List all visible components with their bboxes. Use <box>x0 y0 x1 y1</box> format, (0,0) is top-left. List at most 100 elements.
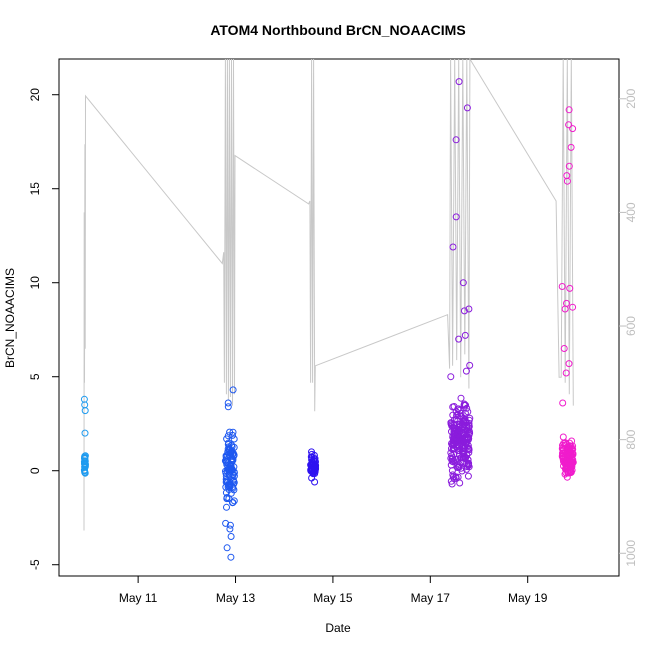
data-point <box>455 450 463 458</box>
data-point <box>224 403 232 411</box>
data-point <box>230 497 238 505</box>
data-point <box>462 367 470 375</box>
data-point <box>457 394 465 402</box>
data-point <box>568 456 576 464</box>
points-layer <box>80 78 577 561</box>
data-point <box>229 428 237 436</box>
data-point <box>448 467 456 475</box>
data-point <box>569 125 577 133</box>
data-point <box>563 450 571 458</box>
y-tick-label: 20 <box>28 88 42 102</box>
data-point <box>452 415 460 423</box>
data-point <box>464 445 472 453</box>
data-point <box>455 78 463 86</box>
data-point <box>81 452 89 460</box>
data-point <box>568 452 576 460</box>
data-point <box>565 106 573 114</box>
data-point <box>461 409 469 417</box>
data-point <box>227 553 235 561</box>
data-point <box>463 104 471 112</box>
axes-layer: -5 0 5 10 15 20 May 11 May 13 May 15 May 17 May 19… <box>28 88 638 605</box>
data-point <box>222 489 230 497</box>
data-point <box>449 403 457 411</box>
series-4 <box>447 78 474 488</box>
data-point <box>458 428 466 436</box>
series-3 <box>307 448 320 486</box>
plot-frame <box>58 58 620 577</box>
data-point <box>567 143 575 151</box>
data-point <box>465 444 473 452</box>
data-point <box>466 414 474 422</box>
data-point <box>225 470 233 478</box>
data-point <box>559 433 567 441</box>
data-point <box>457 409 465 417</box>
data-point <box>566 439 574 447</box>
data-point <box>567 459 575 467</box>
y-tick-label: -5 <box>28 559 42 570</box>
data-point <box>563 299 570 307</box>
data-point <box>450 457 458 465</box>
data-point <box>450 428 458 436</box>
data-point <box>81 429 89 437</box>
data-point <box>452 473 460 481</box>
data-point <box>569 303 577 311</box>
data-point <box>222 452 230 460</box>
data-point <box>230 435 238 443</box>
data-point <box>454 417 462 425</box>
data-point <box>80 395 88 403</box>
data-point <box>562 469 570 477</box>
data-point <box>459 279 467 287</box>
data-point <box>459 449 467 457</box>
x-tick-label: May 11 <box>119 591 158 605</box>
data-point <box>447 373 455 381</box>
y2-tick-label: 600 <box>624 316 638 336</box>
data-point <box>460 307 468 315</box>
data-point <box>227 533 235 540</box>
y-tick-label: 10 <box>28 276 42 290</box>
data-point <box>228 443 236 451</box>
x-tick-label: May 15 <box>313 591 353 605</box>
data-point <box>563 177 571 185</box>
data-point <box>464 472 472 480</box>
y2-tick-label: 1000 <box>624 540 638 567</box>
data-point <box>453 412 461 420</box>
data-point <box>466 361 474 369</box>
data-point <box>559 399 567 407</box>
data-point <box>223 503 230 511</box>
y-axis-label: BrCN_NOAACIMS <box>3 268 17 368</box>
data-point <box>461 454 468 462</box>
data-point <box>450 421 458 429</box>
x-tick-label: May 19 <box>508 591 548 605</box>
y2-tick-label: 200 <box>624 88 638 108</box>
data-point <box>222 519 230 527</box>
data-point <box>460 400 468 408</box>
data-point <box>449 243 457 251</box>
data-point <box>224 399 232 407</box>
data-point <box>311 478 319 486</box>
data-point <box>454 463 462 471</box>
y-tick-label: 5 <box>28 373 42 380</box>
y2-tick-label: 400 <box>624 202 638 222</box>
data-point <box>565 162 573 170</box>
data-point <box>563 172 571 180</box>
series-2 <box>221 386 238 561</box>
data-point <box>226 521 234 529</box>
series-5 <box>558 106 577 481</box>
data-point <box>565 121 573 129</box>
data-point <box>452 136 460 144</box>
data-point <box>224 432 232 440</box>
data-point <box>81 401 89 409</box>
y-tick-label: 0 <box>28 467 42 474</box>
data-point <box>455 335 463 343</box>
data-point <box>225 481 232 489</box>
altitude-track-layer <box>83 57 574 531</box>
y2-tick-label: 800 <box>624 429 638 449</box>
data-point <box>453 443 461 451</box>
data-point <box>461 331 469 339</box>
data-point <box>229 449 237 457</box>
series-1 <box>80 395 89 477</box>
x-tick-label: May 17 <box>411 591 451 605</box>
data-point <box>462 401 470 409</box>
data-point <box>464 456 472 464</box>
